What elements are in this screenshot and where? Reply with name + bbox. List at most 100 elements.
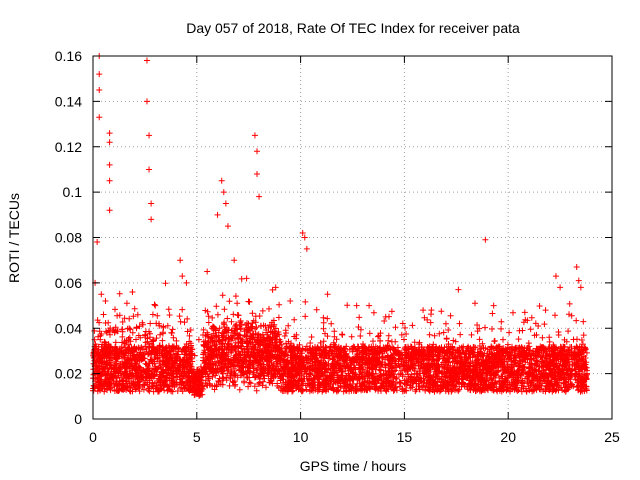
data-point [245, 327, 252, 334]
data-point [332, 345, 339, 352]
data-point [183, 279, 190, 286]
data-point [280, 363, 287, 370]
data-point [96, 114, 103, 121]
data-point [457, 350, 464, 357]
data-point [123, 363, 130, 370]
data-point [299, 229, 306, 236]
data-point [447, 347, 454, 354]
data-point [254, 170, 261, 177]
data-point [305, 370, 312, 377]
data-point [106, 139, 113, 146]
data-point [114, 368, 121, 375]
data-point [384, 352, 391, 359]
data-point [146, 132, 153, 139]
data-point [310, 366, 317, 373]
data-point [222, 200, 229, 207]
data-points [90, 53, 591, 382]
data-point [494, 368, 501, 375]
data-point [575, 277, 582, 284]
data-point [530, 347, 537, 354]
data-point [550, 343, 557, 350]
data-point [137, 352, 144, 359]
data-point [210, 361, 217, 368]
data-point [131, 366, 138, 373]
data-point [179, 273, 186, 280]
data-point [324, 291, 331, 298]
data-point [101, 338, 108, 345]
data-point [272, 366, 279, 373]
data-point [106, 207, 113, 214]
axes [92, 55, 613, 420]
data-point [509, 347, 516, 354]
data-point [129, 347, 136, 354]
data-point [102, 298, 109, 305]
data-point [214, 211, 221, 218]
data-point [436, 345, 443, 352]
data-point [374, 347, 381, 354]
y-tick-label: 0.1 [63, 184, 83, 200]
grid-lines [93, 56, 612, 419]
data-point [370, 370, 377, 377]
data-point [212, 327, 219, 334]
data-point [148, 216, 155, 223]
data-point [262, 343, 269, 350]
data-point [170, 343, 177, 350]
data-point [380, 372, 387, 379]
y-tick-label: 0.02 [55, 366, 82, 382]
data-point [455, 286, 462, 293]
data-point [488, 350, 495, 357]
data-point [110, 372, 117, 379]
data-point [299, 345, 306, 352]
data-point [552, 273, 559, 280]
data-point [173, 368, 180, 375]
data-point [293, 368, 300, 375]
data-point [256, 193, 263, 200]
data-point [442, 320, 449, 327]
data-point [542, 307, 549, 314]
y-tick-label: 0.16 [55, 48, 82, 64]
data-point [106, 130, 113, 137]
y-tick-label: 0.06 [55, 275, 82, 291]
data-point [405, 345, 412, 352]
data-point [143, 98, 150, 105]
data-point [154, 352, 161, 359]
data-point [301, 368, 308, 375]
data-point [395, 347, 402, 354]
data-point [442, 370, 449, 377]
data-point [94, 239, 101, 246]
data-point [420, 307, 427, 314]
x-axis-label: GPS time / hours [300, 458, 407, 474]
data-point [146, 341, 153, 348]
data-point [428, 307, 435, 314]
data-point [150, 347, 157, 354]
data-point [243, 275, 250, 282]
data-point [164, 370, 171, 377]
data-point [175, 345, 182, 352]
data-point [100, 368, 107, 375]
data-point [195, 336, 202, 343]
data-point [505, 370, 512, 377]
data-point [183, 350, 190, 357]
data-point [274, 347, 281, 354]
data-point [116, 345, 123, 352]
data-point [571, 345, 578, 352]
x-tick-label: 5 [193, 429, 201, 445]
data-point [105, 341, 112, 348]
data-point [463, 370, 470, 377]
data-point [498, 352, 505, 359]
data-point [231, 354, 238, 361]
data-point [525, 370, 532, 377]
x-tick-label: 15 [397, 429, 413, 445]
data-point [467, 347, 474, 354]
x-tick-label: 10 [293, 429, 309, 445]
data-point [233, 322, 240, 329]
data-point [98, 291, 105, 298]
data-point [177, 370, 184, 377]
data-point [106, 177, 113, 184]
data-point [359, 366, 366, 373]
data-point [224, 223, 231, 230]
data-point [353, 302, 360, 309]
data-point [220, 189, 227, 196]
data-point [316, 352, 323, 359]
data-point [432, 366, 439, 373]
